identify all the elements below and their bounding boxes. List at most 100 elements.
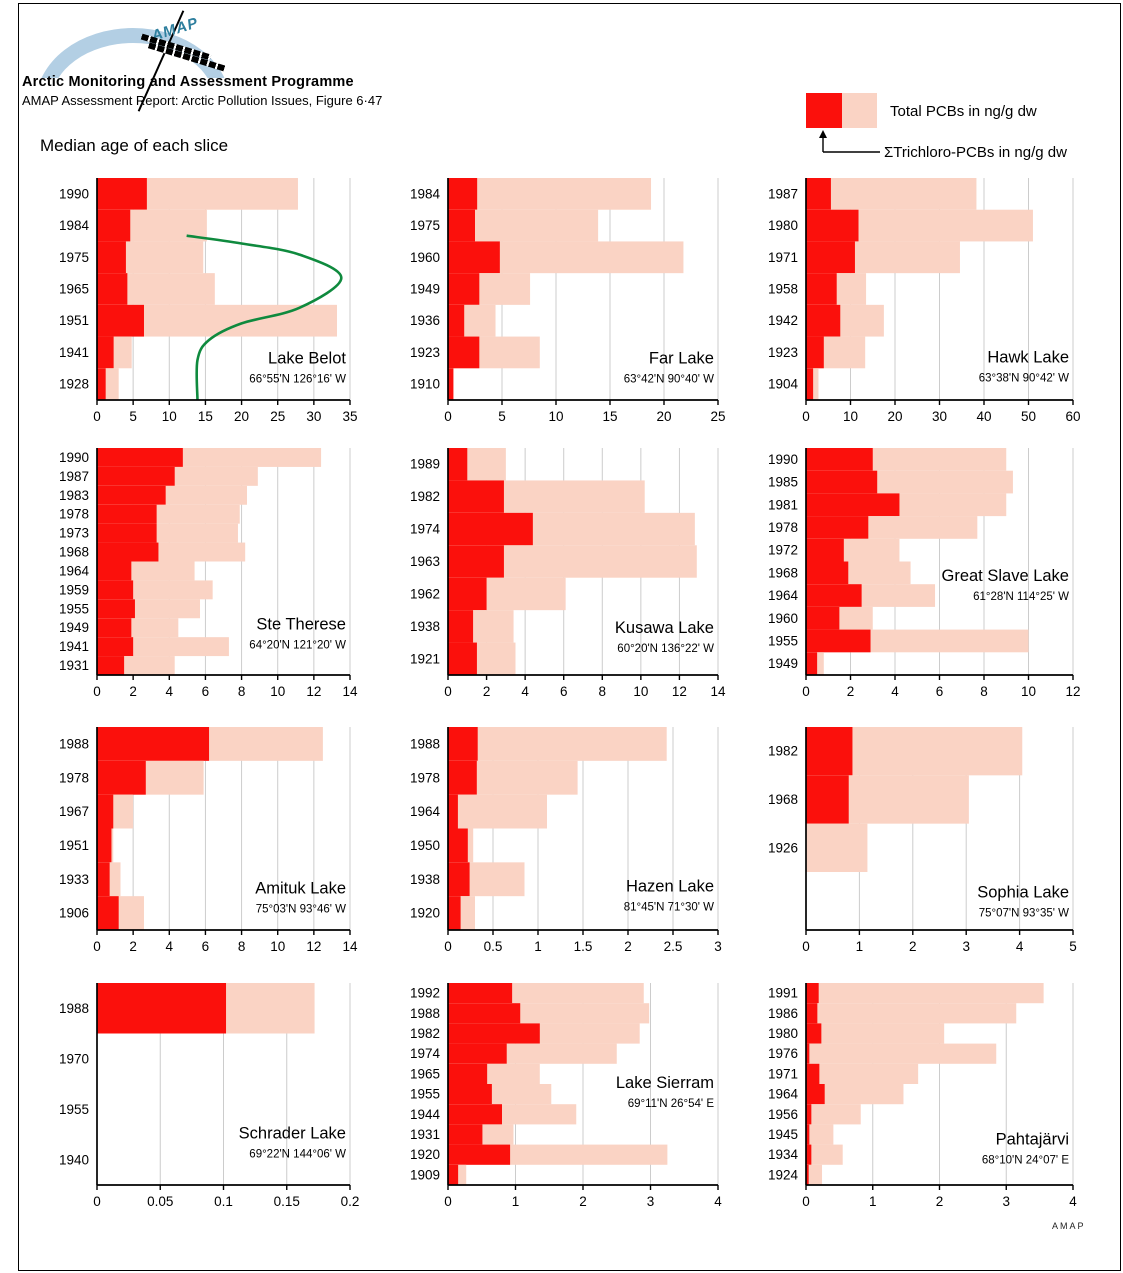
- x-tick-label: 0.2: [341, 1194, 360, 1209]
- trichloro-pcb-bar: [97, 542, 159, 562]
- total-pcb-bar: [806, 983, 1044, 1004]
- trichloro-pcb-bar: [806, 538, 844, 562]
- trichloro-pcb-bar: [97, 656, 125, 675]
- trichloro-pcb-bar: [97, 368, 106, 400]
- slice-year-label: 1949: [59, 620, 89, 635]
- slice-year-label: 1972: [768, 543, 798, 558]
- trichloro-pcb-bar: [448, 480, 504, 513]
- trichloro-pcb-bar: [806, 1104, 812, 1125]
- trichloro-pcb-bar: [448, 577, 487, 611]
- x-tick-label: 20: [656, 409, 671, 424]
- x-tick-label: 14: [342, 939, 358, 954]
- total-pcb-bar: [806, 1164, 823, 1185]
- slice-year-label: 1950: [410, 838, 440, 853]
- trichloro-pcb-bar: [806, 336, 824, 369]
- x-tick-label: 2: [579, 1194, 587, 1209]
- trichloro-pcb-bar: [448, 209, 475, 242]
- x-tick-label: 4: [714, 1194, 722, 1209]
- pcb-profile-curve: [186, 234, 343, 401]
- lake-coordinates: 75°07'N 93°35' W: [979, 908, 1069, 920]
- trichloro-pcb-bar: [448, 304, 465, 337]
- slice-year-label: 1990: [59, 450, 89, 465]
- slice-year-label: 1906: [59, 906, 89, 921]
- bars: [448, 448, 697, 675]
- x-tick-label: 2.5: [664, 939, 683, 954]
- bars: [97, 178, 337, 400]
- trichloro-pcb-bar: [448, 241, 500, 274]
- trichloro-pcb-bar: [806, 1063, 820, 1084]
- trichloro-pcb-bar: [97, 794, 114, 829]
- trichloro-pcb-bar: [448, 512, 533, 546]
- slice-year-label: 1955: [768, 633, 798, 648]
- total-pcb-bar: [806, 1104, 861, 1125]
- bars: [806, 448, 1029, 675]
- x-tick-label: 0: [802, 409, 810, 424]
- x-tick-label: 14: [710, 684, 726, 699]
- slice-year-label: 1980: [768, 1026, 798, 1041]
- lake-coordinates: 61°28'N 114°25' W: [973, 591, 1069, 603]
- trichloro-pcb-bar: [448, 1164, 459, 1185]
- bars: [97, 983, 315, 1034]
- total-pcb-bar: [448, 178, 652, 210]
- x-tick-label: 4: [166, 684, 174, 699]
- slice-year-label: 1965: [59, 282, 89, 297]
- trichloro-pcb-bar: [806, 241, 855, 274]
- chart-lake-sierram: 0 1 2 3 4 1992 1988 1982 1974 1965 1955 1944 1931 192…: [386, 983, 738, 1226]
- slice-year-label: 1964: [59, 563, 90, 578]
- lake-name: Pahtajärvi: [996, 1131, 1069, 1149]
- x-tick-label: 25: [710, 409, 725, 424]
- x-tick-label: 8: [599, 684, 607, 699]
- x-tick-label: 5: [1069, 939, 1077, 954]
- trichloro-pcb-bar: [97, 523, 157, 543]
- trichloro-pcb-bar: [97, 727, 210, 761]
- chart-canvas: 0 10 20 30 40 50 60 1987 1980 1971 1958 1942 1923 190…: [768, 178, 1081, 424]
- x-tick-label: 5: [129, 409, 137, 424]
- slice-year-label: 1964: [768, 588, 799, 603]
- total-pcb-bar: [806, 1023, 945, 1044]
- lake-name: Kusawa Lake: [615, 619, 714, 637]
- legend-total-label: Total PCBs in ng/g dw: [890, 103, 1037, 120]
- trichloro-pcb-bar: [448, 862, 470, 897]
- total-pcb-bar: [806, 1084, 904, 1105]
- slice-year-label: 1910: [410, 377, 440, 392]
- total-pcb-bar: [448, 794, 547, 829]
- legend-graphic: Total PCBs in ng/g dw ΣTrichloro-PCBs in…: [806, 93, 1067, 161]
- x-tick-label: 1: [512, 1194, 520, 1209]
- x-tick-label: 0: [444, 1194, 452, 1209]
- trichloro-pcb-bar: [97, 448, 183, 467]
- x-tick-label: 1: [856, 939, 864, 954]
- lake-coordinates: 63°42'N 90°40' W: [624, 373, 714, 385]
- slice-year-label: 1988: [59, 1001, 89, 1016]
- x-tick-label: 2: [483, 684, 491, 699]
- trichloro-pcb-bar: [806, 493, 900, 517]
- trichloro-pcb-bar: [448, 828, 468, 863]
- trichloro-pcb-bar: [806, 775, 849, 824]
- slice-year-label: 1965: [410, 1066, 440, 1081]
- chart-hazen-lake: 0 0.5 1 1.5 2 2.5 3 1988 1978 1964 1950 1938 1920 Haz…: [386, 727, 738, 971]
- x-tick-label: 4: [891, 684, 899, 699]
- x-tick-label: 12: [672, 684, 687, 699]
- bars: [806, 178, 1033, 400]
- trichloro-pcb-bar: [448, 610, 474, 643]
- x-tick-label: 20: [234, 409, 249, 424]
- trichloro-pcb-bar: [97, 618, 132, 638]
- x-tick-label: 0.05: [147, 1194, 173, 1209]
- trichloro-pcb-bar: [97, 241, 126, 274]
- trichloro-pcb-bar: [448, 1023, 540, 1044]
- bars: [97, 727, 323, 930]
- slice-year-label: 1944: [410, 1107, 441, 1122]
- x-tick-label: 2: [129, 684, 137, 699]
- trichloro-pcb-bar: [806, 1003, 818, 1024]
- slice-year-label: 1987: [768, 186, 798, 201]
- x-tick-label: 8: [238, 684, 246, 699]
- x-tick-label: 1: [534, 939, 542, 954]
- trichloro-pcb-bar: [97, 336, 114, 369]
- lake-coordinates: 75°03'N 93°46' W: [256, 903, 346, 915]
- chart-canvas: 0 2 4 6 8 10 12 14 1988 1978 1967 1951 1933 1906 Amitu…: [59, 727, 358, 954]
- trichloro-pcb-bar: [97, 561, 132, 581]
- trichloro-pcb-bar: [97, 760, 146, 795]
- bars: [448, 727, 667, 930]
- trichloro-pcb-bar: [448, 1104, 502, 1125]
- chart-canvas: 0 1 2 3 4 5 1982 1968 1926 Sophia Lake 75°07'N 93°…: [768, 727, 1077, 954]
